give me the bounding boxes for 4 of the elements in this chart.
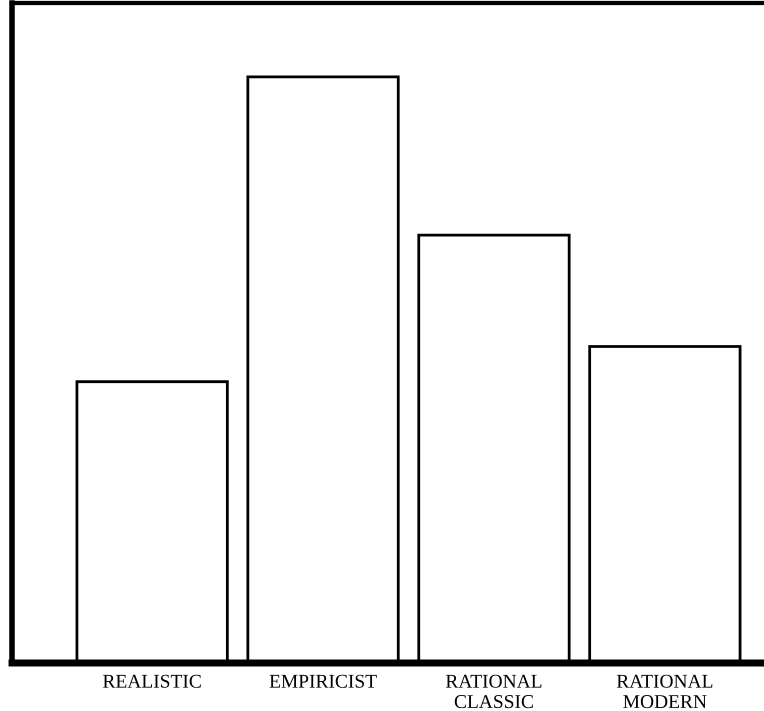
x-tick-label: REALISTIC bbox=[103, 674, 201, 688]
x-tick-label: EMPIRICIST bbox=[270, 674, 377, 688]
x-tick-label: RATIONAL MODERN bbox=[616, 674, 712, 708]
x-tick-label: RATIONAL CLASSIC bbox=[446, 674, 542, 708]
